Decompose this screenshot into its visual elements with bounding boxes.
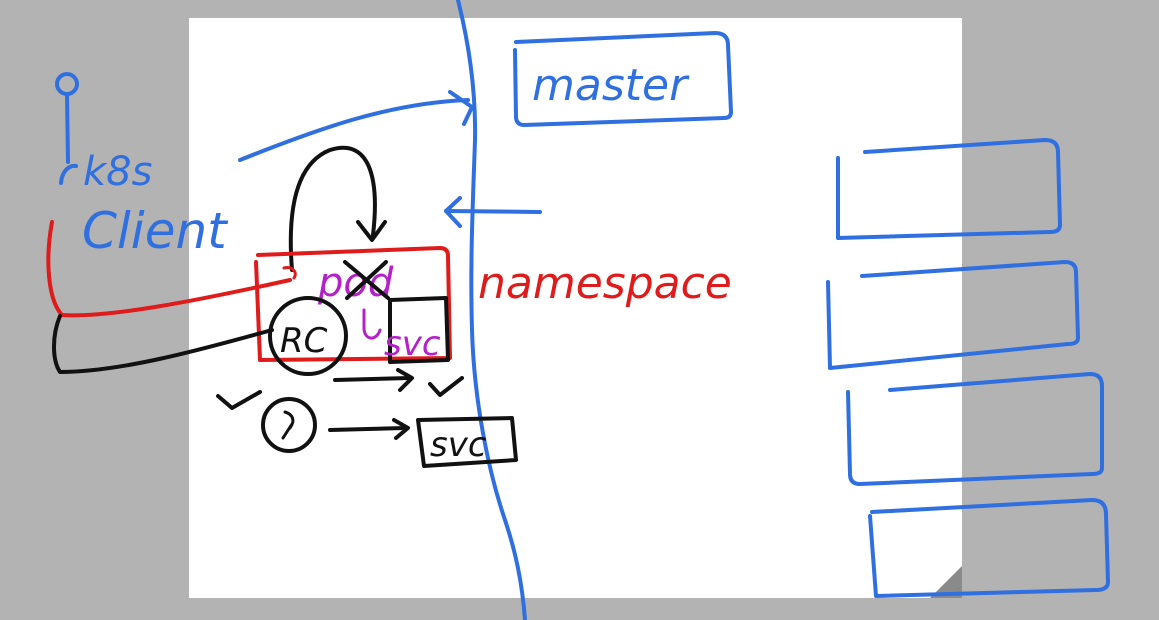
- rc-circle: [268, 296, 348, 376]
- master-box: [513, 31, 733, 127]
- red-connector: [46, 220, 292, 318]
- master-label: master: [532, 60, 690, 111]
- arrowhead: [356, 220, 387, 242]
- client-label: Client: [82, 202, 229, 260]
- node-glyph: [281, 410, 295, 440]
- pod-cross: [343, 260, 390, 300]
- rc-arrow: [333, 376, 412, 382]
- node-to-svc-arrow: [328, 426, 407, 432]
- client-to-master-arrow: [238, 98, 470, 162]
- page-curl-corner[interactable]: [930, 566, 962, 598]
- namespace-slot-1: [836, 138, 1062, 240]
- left-arrow: [444, 209, 542, 214]
- connector-hook: [282, 266, 297, 280]
- user-figure-icon: [55, 72, 79, 185]
- divider-stroke: [456, 0, 527, 620]
- namespace-slot-2: [826, 260, 1080, 370]
- arrowhead: [396, 368, 414, 392]
- namespace-slot-3: [846, 372, 1104, 486]
- rc-label: RC: [280, 321, 328, 361]
- namespace-slot-4: [868, 498, 1110, 598]
- namespace-label: namespace: [478, 258, 732, 309]
- loop-arrow: [288, 145, 377, 272]
- k8s-label: k8s: [83, 149, 152, 195]
- arrowhead: [444, 196, 462, 228]
- arrowhead: [448, 90, 474, 126]
- inner-svc-label: svc: [384, 324, 441, 364]
- check-mark: [428, 376, 464, 397]
- namespace-box: [254, 246, 452, 362]
- node-circle: [261, 397, 317, 453]
- whiteboard-page[interactable]: [189, 18, 962, 598]
- black-connector: [52, 314, 274, 374]
- arrowhead: [392, 418, 410, 440]
- check-mark: [216, 390, 262, 410]
- outer-svc-label: svc: [430, 425, 487, 465]
- outer-svc-box: [416, 416, 518, 468]
- svc-curve-mark: [362, 308, 382, 340]
- inner-svc-box: [388, 296, 450, 364]
